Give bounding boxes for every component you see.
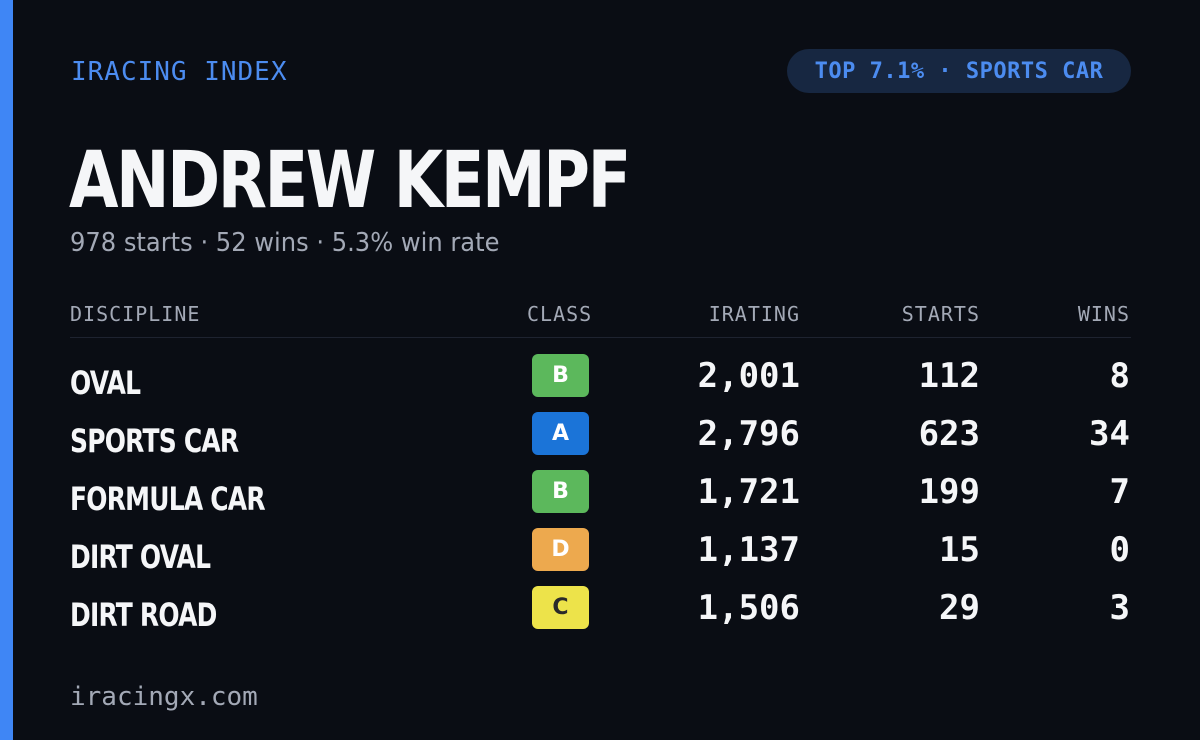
discipline-name: OVAL [70,364,141,402]
wins-value: 8 [1109,356,1130,396]
class-badge: D [532,528,589,571]
column-header-starts: STARTS [901,302,980,326]
class-badge: A [532,412,589,455]
class-badge: C [532,586,589,629]
table-row: OVAL B 2,001 112 8 [0,354,1200,412]
column-header-irating: IRATING [708,302,800,326]
discipline-name: DIRT OVAL [70,538,211,576]
class-badge: B [532,470,589,513]
rank-badge: TOP 7.1% · SPORTS CAR [787,49,1131,93]
footer-site-link[interactable]: iracingx.com [70,682,258,712]
discipline-name: FORMULA CAR [70,480,266,518]
wins-value: 3 [1109,588,1130,628]
starts-value: 623 [918,414,980,454]
starts-value: 112 [918,356,980,396]
discipline-name: DIRT ROAD [70,596,217,634]
column-header-class: CLASS [527,302,593,326]
wins-value: 34 [1089,414,1130,454]
driver-name: ANDREW KEMPF [69,136,631,226]
table-row: DIRT OVAL D 1,137 15 0 [0,528,1200,586]
wins-value: 7 [1109,472,1130,512]
accent-bar [0,0,13,740]
brand-title: IRACING INDEX [71,57,288,87]
irating-value: 1,721 [697,472,800,512]
class-badge: B [532,354,589,397]
starts-value: 15 [939,530,980,570]
column-header-discipline: DISCIPLINE [70,302,201,326]
table-row: DIRT ROAD C 1,506 29 3 [0,586,1200,644]
discipline-name: SPORTS CAR [70,422,239,460]
table-row: SPORTS CAR A 2,796 623 34 [0,412,1200,470]
irating-value: 1,137 [697,530,800,570]
starts-value: 199 [918,472,980,512]
column-header-wins: WINS [1077,302,1130,326]
header-divider [70,337,1131,338]
irating-value: 1,506 [697,588,800,628]
driver-summary: 978 starts · 52 wins · 5.3% win rate [70,228,500,258]
wins-value: 0 [1109,530,1130,570]
irating-value: 2,001 [697,356,800,396]
starts-value: 29 [939,588,980,628]
table-row: FORMULA CAR B 1,721 199 7 [0,470,1200,528]
irating-value: 2,796 [697,414,800,454]
